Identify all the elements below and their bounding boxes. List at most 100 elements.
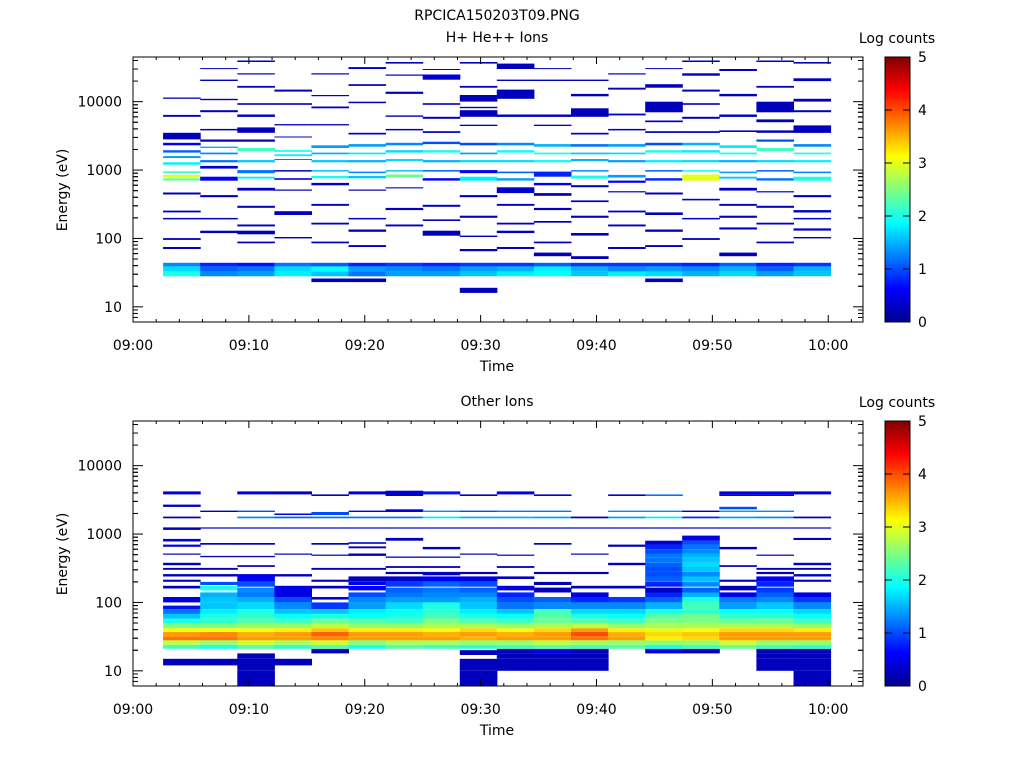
heatmap-cell bbox=[571, 79, 609, 81]
heatmap-cell bbox=[163, 579, 201, 582]
colorbar-tick-label: 0 bbox=[918, 679, 927, 695]
heatmap-cell bbox=[459, 527, 498, 529]
heatmap-cell bbox=[608, 562, 646, 566]
y-tick-label: 100 bbox=[95, 595, 122, 611]
heatmap-cell bbox=[237, 187, 275, 191]
heatmap-cell bbox=[385, 142, 424, 146]
heatmap-cell bbox=[496, 89, 535, 99]
heatmap-cell bbox=[274, 574, 312, 577]
heatmap-cell bbox=[459, 632, 498, 637]
heatmap-cell bbox=[237, 574, 275, 577]
heatmap-cell bbox=[422, 587, 461, 593]
heatmap-cell bbox=[385, 527, 424, 529]
heatmap-cell bbox=[756, 632, 794, 637]
heatmap-cell bbox=[571, 653, 609, 659]
heatmap-cell bbox=[571, 632, 609, 637]
heatmap-cell bbox=[459, 124, 498, 126]
heatmap-cell bbox=[274, 150, 312, 152]
heatmap-cell bbox=[645, 644, 683, 649]
heatmap-cell bbox=[163, 97, 201, 99]
heatmap-cell bbox=[645, 562, 683, 567]
heatmap-cell bbox=[422, 566, 461, 568]
heatmap-cell bbox=[459, 623, 498, 629]
heatmap-cell bbox=[274, 527, 312, 529]
heatmap-cell bbox=[496, 585, 535, 591]
heatmap-cell bbox=[459, 628, 498, 632]
heatmap-cell bbox=[571, 628, 609, 632]
heatmap-cell bbox=[571, 266, 609, 272]
heatmap-cell bbox=[608, 623, 646, 629]
heatmap-cell bbox=[793, 176, 832, 181]
heatmap-cell bbox=[274, 159, 312, 160]
heatmap-cell bbox=[793, 271, 832, 277]
y-tick-label: 100 bbox=[95, 231, 122, 247]
heatmap-cell bbox=[496, 510, 535, 512]
heatmap-cell bbox=[163, 238, 201, 240]
heatmap-cell bbox=[608, 516, 646, 519]
heatmap-cell bbox=[311, 609, 349, 614]
y-axis-label: Energy (eV) bbox=[55, 149, 71, 232]
heatmap-cell bbox=[645, 101, 683, 113]
heatmap-cell bbox=[496, 114, 535, 117]
heatmap-cell bbox=[571, 233, 609, 236]
heatmap-cell bbox=[163, 171, 201, 174]
heatmap-cell bbox=[200, 217, 238, 220]
heatmap-cell bbox=[163, 247, 201, 249]
heatmap-cell bbox=[682, 170, 720, 172]
heatmap-cell bbox=[496, 266, 535, 272]
y-axis-ticks: 10 100 1000 10000 bbox=[77, 423, 863, 687]
heatmap-cell bbox=[682, 174, 720, 181]
heatmap-cell bbox=[274, 89, 312, 92]
heatmap-cell bbox=[274, 658, 312, 666]
heatmap-cell bbox=[163, 553, 201, 555]
heatmap-cell bbox=[163, 271, 201, 277]
heatmap-cell bbox=[756, 271, 794, 277]
heatmap-cell bbox=[793, 636, 832, 641]
colorbar-tick-label: 2 bbox=[918, 209, 927, 225]
heatmap-cell bbox=[459, 602, 498, 609]
heatmap-cell bbox=[274, 237, 312, 239]
heatmap-cell bbox=[385, 150, 424, 153]
heatmap-cell bbox=[756, 222, 794, 225]
heatmap-cell bbox=[682, 142, 720, 146]
heatmap-cell bbox=[163, 613, 201, 619]
heatmap-cell bbox=[237, 581, 275, 587]
heatmap-cell bbox=[682, 527, 720, 529]
heatmap-cell bbox=[163, 156, 201, 158]
heatmap-cell bbox=[200, 98, 238, 101]
heatmap-cell bbox=[496, 636, 535, 641]
heatmap-cell bbox=[756, 597, 794, 603]
heatmap-cell bbox=[385, 571, 424, 575]
x-tick-label: 09:10 bbox=[229, 338, 269, 354]
heatmap-cell bbox=[719, 491, 757, 495]
heatmap-cell bbox=[385, 170, 424, 172]
heatmap-cell bbox=[311, 145, 349, 148]
heatmap-cell bbox=[645, 278, 683, 283]
heatmap-cell bbox=[422, 602, 461, 609]
heatmap-cell bbox=[608, 271, 646, 277]
heatmap-cell bbox=[200, 139, 238, 142]
heatmap-cell bbox=[348, 542, 387, 544]
heatmap-cell bbox=[200, 636, 238, 641]
heatmap-cell bbox=[719, 152, 757, 155]
heatmap-cell bbox=[200, 543, 238, 545]
heatmap-cell bbox=[682, 89, 720, 92]
heatmap-cell bbox=[237, 160, 275, 163]
heatmap-cell bbox=[571, 648, 609, 654]
heatmap-cell bbox=[793, 78, 832, 82]
heatmap-cell bbox=[422, 219, 461, 221]
heatmap-cell bbox=[645, 266, 683, 272]
heatmap-cell bbox=[311, 602, 349, 609]
heatmap-cell bbox=[311, 160, 349, 163]
heatmap-cell bbox=[645, 571, 683, 577]
heatmap-cell bbox=[608, 602, 646, 609]
heatmap-cell bbox=[422, 131, 461, 133]
heatmap-cell bbox=[533, 602, 572, 609]
heatmap-cell bbox=[348, 152, 387, 155]
heatmap-cell bbox=[459, 215, 498, 218]
heatmap-cell bbox=[645, 212, 683, 215]
heatmap-cell bbox=[274, 628, 312, 632]
heatmap-cell bbox=[274, 154, 312, 157]
heatmap-cell bbox=[163, 132, 201, 140]
heatmap-cell bbox=[682, 618, 720, 623]
